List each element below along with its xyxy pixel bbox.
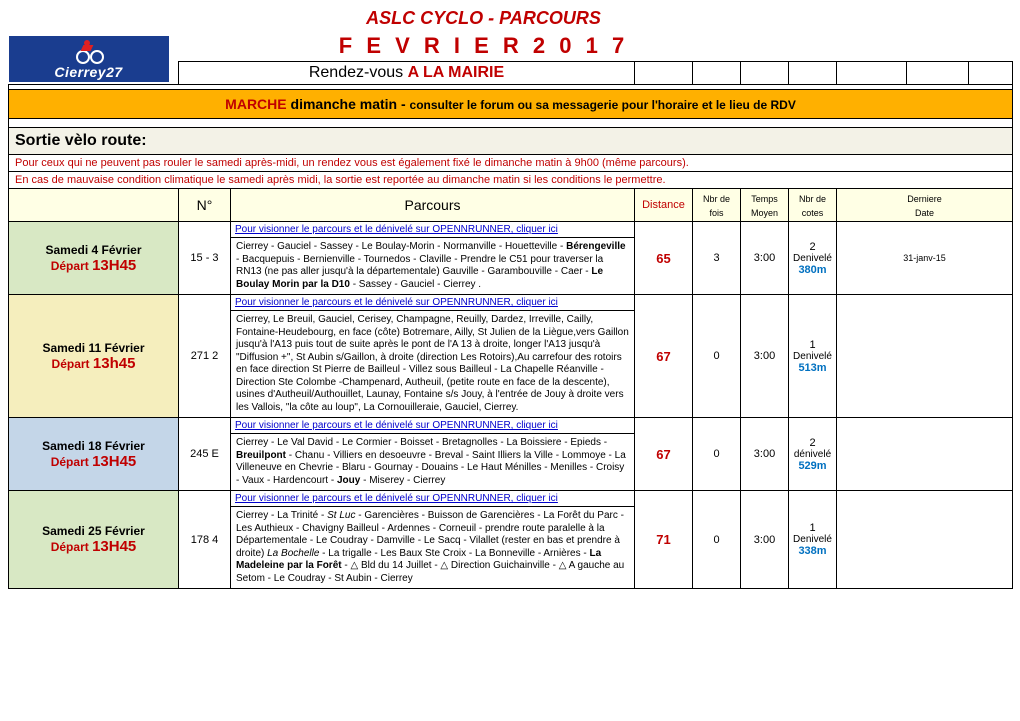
cotes-cell: 1Denivelé513m: [789, 295, 837, 418]
cotes-cell: 2dénivelé529m: [789, 418, 837, 491]
distance-cell: 67: [635, 418, 693, 491]
fois-cell: 0: [693, 418, 741, 491]
sortie-title: Sortie vèlo route:: [9, 128, 1013, 155]
cotes-cell: 2Denivelé380m: [789, 222, 837, 295]
fois-cell: 0: [693, 295, 741, 418]
distance-cell: 71: [635, 491, 693, 589]
openrunner-link[interactable]: Pour visionner le parcours et le dénivel…: [231, 222, 635, 238]
route-number: 15 - 3: [179, 222, 231, 295]
temps-cell: 3:00: [741, 295, 789, 418]
last-date-cell: [837, 418, 1013, 491]
note-line2: En cas de mauvaise condition climatique …: [9, 172, 1013, 189]
openrunner-link[interactable]: Pour visionner le parcours et le dénivel…: [231, 295, 635, 311]
route-number: 271 2: [179, 295, 231, 418]
col-derniere: DerniereDate: [837, 189, 1013, 222]
cotes-cell: 1Denivelé338m: [789, 491, 837, 589]
col-cotes: Nbr decotes: [789, 189, 837, 222]
route-number: 178 4: [179, 491, 231, 589]
date-cell: Samedi 25 FévrierDépart 13H45: [9, 491, 179, 589]
parcours-table: Cierrey27 ASLC CYCLO - PARCOURS F E V R …: [8, 6, 1013, 589]
route-description: Cierrey - La Trinité - St Luc - Garenciè…: [231, 507, 635, 589]
route-description: Cierrey - Gauciel - Sassey - Le Boulay-M…: [231, 238, 635, 295]
logo-text: Cierrey27: [54, 64, 122, 80]
temps-cell: 3:00: [741, 418, 789, 491]
openrunner-link[interactable]: Pour visionner le parcours et le dénivel…: [231, 418, 635, 434]
logo: Cierrey27: [9, 36, 169, 82]
marche-row: MARCHE dimanche matin - consulter le for…: [9, 90, 1013, 119]
column-header-row: N° Parcours Distance Nbr defois TempsMoy…: [9, 189, 1013, 222]
fois-cell: 0: [693, 491, 741, 589]
last-date-cell: 31-janv-15: [837, 222, 1013, 295]
distance-cell: 67: [635, 295, 693, 418]
route-number: 245 E: [179, 418, 231, 491]
route-description: Cierrey, Le Breuil, Gauciel, Cerisey, Ch…: [231, 311, 635, 418]
col-num: N°: [179, 189, 231, 222]
temps-cell: 3:00: [741, 222, 789, 295]
col-temps: TempsMoyen: [741, 189, 789, 222]
col-fois: Nbr defois: [693, 189, 741, 222]
col-distance: Distance: [635, 189, 693, 222]
date-cell: Samedi 4 FévrierDépart 13H45: [9, 222, 179, 295]
date-cell: Samedi 11 FévrierDépart 13h45: [9, 295, 179, 418]
title-line2: F E V R I E R 2 0 1 7: [179, 31, 789, 62]
note-line1: Pour ceux qui ne peuvent pas rouler le s…: [9, 155, 1013, 172]
col-parcours: Parcours: [231, 189, 635, 222]
distance-cell: 65: [635, 222, 693, 295]
route-description: Cierrey - Le Val David - Le Cormier - Bo…: [231, 434, 635, 491]
temps-cell: 3:00: [741, 491, 789, 589]
rdv-cell: Rendez-vous A LA MAIRIE: [179, 62, 635, 85]
date-cell: Samedi 18 FévrierDépart 13H45: [9, 418, 179, 491]
fois-cell: 3: [693, 222, 741, 295]
openrunner-link[interactable]: Pour visionner le parcours et le dénivel…: [231, 491, 635, 507]
title-line1: ASLC CYCLO - PARCOURS: [179, 6, 789, 31]
last-date-cell: [837, 491, 1013, 589]
last-date-cell: [837, 295, 1013, 418]
